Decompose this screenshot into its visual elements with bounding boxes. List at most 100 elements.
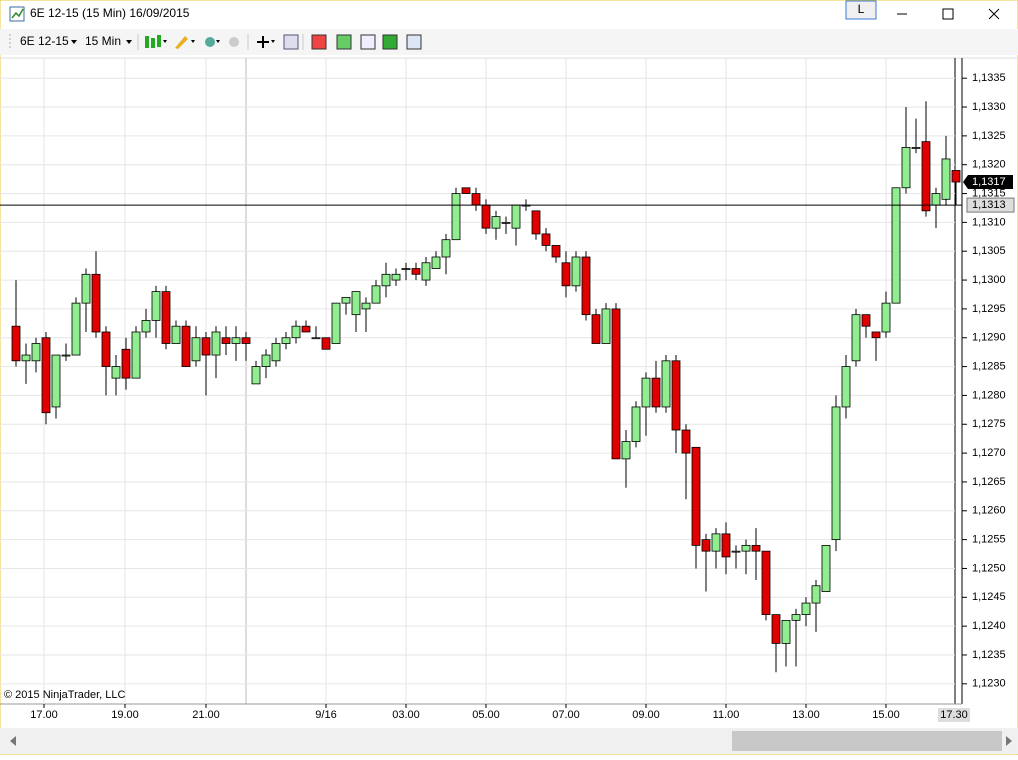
candle-body bbox=[601, 308, 611, 344]
candle-body bbox=[711, 533, 721, 552]
candle-body bbox=[731, 550, 741, 553]
candle-body bbox=[841, 366, 851, 408]
candle-body bbox=[781, 619, 791, 644]
close-button[interactable] bbox=[988, 8, 1000, 20]
crosshair-dropdown[interactable] bbox=[271, 40, 275, 43]
interval-selector[interactable]: 15 Min bbox=[85, 34, 121, 48]
window-title: 6E 12-15 (15 Min) 16/09/2015 bbox=[30, 6, 190, 20]
scrollbar-thumb[interactable] bbox=[732, 731, 1002, 751]
maximize-button[interactable] bbox=[942, 8, 954, 20]
candle-body bbox=[531, 210, 541, 235]
candle-body bbox=[321, 337, 331, 350]
candle-body bbox=[131, 331, 141, 379]
instrument-selector[interactable]: 6E 12-15 bbox=[20, 34, 69, 48]
link-button-label[interactable]: L bbox=[858, 2, 865, 16]
candle-body bbox=[121, 348, 131, 379]
toolbar bbox=[0, 29, 1018, 55]
bar-style-dropdown[interactable] bbox=[163, 40, 167, 43]
y-tick-label: 1,1235 bbox=[972, 649, 1006, 661]
strategy-button[interactable] bbox=[229, 37, 239, 47]
candle-body bbox=[451, 193, 461, 241]
indicator-dropdown[interactable] bbox=[216, 40, 220, 43]
candle-body bbox=[151, 291, 161, 321]
x-tick-label: 19.00 bbox=[111, 709, 139, 721]
zoom-button[interactable] bbox=[283, 34, 299, 50]
drawing-tool-button[interactable] bbox=[175, 36, 188, 49]
candle-body bbox=[291, 325, 301, 339]
candle-body bbox=[611, 308, 621, 460]
properties-button[interactable] bbox=[360, 34, 376, 50]
y-tick-label: 1,1325 bbox=[972, 130, 1006, 142]
y-tick-label: 1,1290 bbox=[972, 332, 1006, 344]
crosshair-button[interactable] bbox=[257, 36, 269, 48]
candle-body bbox=[271, 343, 281, 362]
candle-body bbox=[511, 204, 521, 229]
data-box-button[interactable] bbox=[336, 34, 352, 50]
candle-body bbox=[161, 291, 171, 344]
candle-body bbox=[911, 147, 921, 149]
y-tick-label: 1,1330 bbox=[972, 101, 1006, 113]
y-tick-label: 1,1280 bbox=[972, 389, 1006, 401]
x-tick-label: 09.00 bbox=[632, 709, 660, 721]
drawing-tool-dropdown[interactable] bbox=[191, 40, 195, 43]
x-tick-label: 9/16 bbox=[315, 709, 336, 721]
x-tick-label: 15.00 bbox=[872, 709, 900, 721]
y-tick-label: 1,1270 bbox=[972, 447, 1006, 459]
last-price-label: 1,1317 bbox=[972, 176, 1006, 188]
candle-body bbox=[221, 337, 231, 344]
crosshair-price-box bbox=[966, 197, 1015, 213]
candle-body bbox=[641, 377, 651, 408]
y-tick-label: 1,1265 bbox=[972, 476, 1006, 488]
x-tick-label: 05.00 bbox=[472, 709, 500, 721]
candle-body bbox=[891, 187, 901, 304]
templates-button[interactable] bbox=[406, 34, 422, 50]
bar-style-button[interactable] bbox=[145, 35, 161, 48]
y-tick-label: 1,1250 bbox=[972, 562, 1006, 574]
indicator-button[interactable] bbox=[205, 37, 215, 47]
candle-body bbox=[681, 429, 691, 454]
last-price-box bbox=[963, 175, 1013, 190]
candle-body bbox=[61, 354, 71, 357]
cursor-time-label: 17.30 bbox=[940, 709, 968, 721]
y-tick-label: 1,1260 bbox=[972, 505, 1006, 517]
y-tick-label: 1,1285 bbox=[972, 360, 1006, 372]
y-tick-label: 1,1315 bbox=[972, 187, 1006, 199]
candle-body bbox=[431, 256, 441, 269]
candle-body bbox=[741, 544, 751, 552]
x-tick-label: 17.00 bbox=[30, 709, 58, 721]
instrument-dropdown[interactable] bbox=[71, 40, 77, 44]
interval-dropdown[interactable] bbox=[126, 40, 132, 44]
candle-body bbox=[801, 602, 811, 615]
candle-body bbox=[811, 585, 821, 604]
candle-body bbox=[251, 366, 261, 385]
y-tick-label: 1,1295 bbox=[972, 303, 1006, 315]
scroll-left[interactable] bbox=[10, 736, 16, 746]
x-tick-label: 13.00 bbox=[792, 709, 820, 721]
candle-body bbox=[931, 193, 941, 206]
link-button[interactable] bbox=[845, 0, 877, 20]
y-tick-label: 1,1300 bbox=[972, 274, 1006, 286]
copyright: © 2015 NinjaTrader, LLC bbox=[4, 689, 125, 701]
candle-body bbox=[461, 187, 471, 194]
candle-body bbox=[551, 245, 561, 258]
candle-body bbox=[81, 273, 91, 304]
cursor-time-box bbox=[938, 708, 970, 722]
scroll-right[interactable] bbox=[1006, 736, 1012, 746]
y-tick-label: 1,1305 bbox=[972, 245, 1006, 257]
x-tick-label: 03.00 bbox=[392, 709, 420, 721]
strategy-performance-button[interactable] bbox=[382, 34, 398, 50]
y-tick-label: 1,1230 bbox=[972, 678, 1006, 690]
candle-body bbox=[651, 377, 661, 408]
candle-body bbox=[51, 354, 61, 408]
candle-body bbox=[621, 441, 631, 460]
order-button[interactable] bbox=[311, 34, 327, 50]
x-tick-label: 11.00 bbox=[713, 709, 740, 721]
candle-body bbox=[471, 193, 481, 206]
candle-body bbox=[861, 314, 871, 327]
y-tick-label: 1,1275 bbox=[972, 418, 1006, 430]
candle-body bbox=[331, 302, 341, 344]
candle-body bbox=[181, 325, 191, 367]
axes: 1,1230 1,1235 1,1240 1,1245 1,1250 1,1255 1,12… bbox=[0, 72, 1015, 722]
candle-body bbox=[581, 256, 591, 316]
